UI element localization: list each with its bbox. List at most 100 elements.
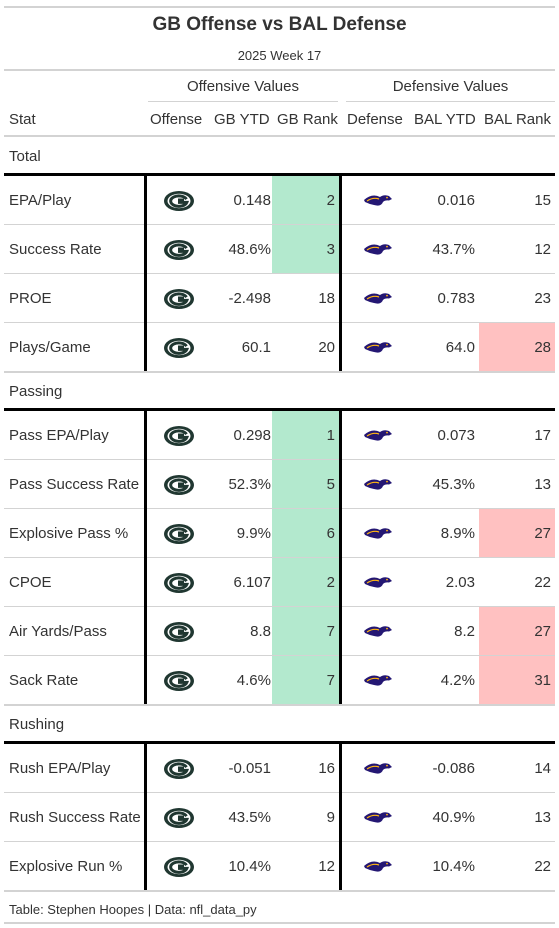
gb-ytd-value: 52.3% [228, 476, 271, 493]
ravens-logo-icon [342, 842, 414, 891]
group-rule [4, 408, 555, 411]
gb-ytd-value: 0.148 [233, 192, 271, 209]
stat-name: Success Rate [9, 241, 102, 258]
bal-rank-value: 13 [534, 809, 551, 826]
group-rule [4, 741, 555, 744]
bottom-rule [4, 922, 555, 924]
gb-rank-value: 7 [272, 607, 341, 656]
gb-ytd-value: 60.1 [241, 339, 271, 356]
bal-ytd-value: 10.4% [432, 858, 475, 875]
table-row: Pass EPA/Play 0.298 1 0.073 17 [4, 411, 555, 460]
gb-rank-value: 12 [318, 858, 335, 875]
stat-name: Air Yards/Pass [9, 623, 107, 640]
gb-ytd-value: 48.6% [228, 241, 271, 258]
ravens-logo-icon [342, 607, 414, 656]
gb-rank-value: 18 [318, 290, 335, 307]
row-rule [4, 322, 555, 323]
bal-rank-value: 27 [479, 607, 555, 656]
row-rule [4, 224, 555, 225]
bal-rank-value: 27 [479, 509, 555, 558]
source-note: Table: Stephen Hoopes | Data: nfl_data_p… [9, 902, 257, 917]
table-title: GB Offense vs BAL Defense [152, 14, 407, 35]
column-header-defense: Defense [347, 111, 403, 128]
defense-divider [339, 176, 342, 371]
gb-rank-value: 16 [318, 760, 335, 777]
column-header-gb-ytd: GB YTD [214, 111, 270, 128]
offense-divider [144, 411, 147, 704]
gb-rank-value: 20 [318, 339, 335, 356]
group-label-total: Total [9, 148, 41, 165]
stat-name: Explosive Run % [9, 858, 123, 875]
row-rule [4, 704, 555, 706]
ravens-logo-icon [342, 411, 414, 460]
column-header-offense: Offense [150, 111, 203, 128]
stat-name: EPA/Play [9, 192, 72, 209]
gb-ytd-value: -0.051 [228, 760, 271, 777]
group-label-rushing: Rushing [9, 716, 65, 733]
table-row: Sack Rate 4.6% 7 4.2% 31 [4, 656, 555, 705]
table-row: Plays/Game 60.1 20 64.0 28 [4, 323, 555, 372]
spanner-offensive-rule [148, 101, 338, 102]
table-row: EPA/Play 0.148 2 0.016 15 [4, 176, 555, 225]
gb-ytd-value: 8.8 [250, 623, 271, 640]
defense-divider [339, 411, 342, 704]
heading-rule [4, 69, 555, 71]
packers-logo-icon [146, 225, 211, 274]
bal-ytd-value: 0.016 [437, 192, 475, 209]
column-header-bal-ytd: BAL YTD [414, 111, 476, 128]
row-rule [4, 557, 555, 558]
gb-rank-value: 2 [272, 558, 341, 607]
ravens-logo-icon [342, 793, 414, 842]
packers-logo-icon [146, 744, 211, 793]
gb-ytd-value: 4.6% [236, 672, 271, 689]
row-rule [4, 792, 555, 793]
gb-ytd-value: 0.298 [233, 427, 271, 444]
table-row: Pass Success Rate 52.3% 5 45.3% 13 [4, 460, 555, 509]
bal-ytd-value: 0.783 [437, 290, 475, 307]
gb-rank-value: 9 [326, 809, 335, 826]
packers-logo-icon [146, 274, 211, 323]
stat-name: PROE [9, 290, 52, 307]
stat-name: Sack Rate [9, 672, 79, 689]
ravens-logo-icon [342, 323, 414, 372]
bal-ytd-value: 2.03 [445, 574, 475, 591]
ravens-logo-icon [342, 274, 414, 323]
offense-divider [144, 744, 147, 890]
packers-logo-icon [146, 558, 211, 607]
table-row: PROE -2.498 18 0.783 23 [4, 274, 555, 323]
stat-name: Pass Success Rate [9, 476, 140, 493]
packers-logo-icon [146, 176, 211, 225]
offense-divider [144, 176, 147, 371]
bal-ytd-value: 45.3% [432, 476, 475, 493]
spanner-defensive-values: Defensive Values [392, 78, 509, 95]
ravens-logo-icon [342, 509, 414, 558]
bal-rank-value: 28 [479, 323, 555, 372]
bal-rank-value: 12 [534, 241, 551, 258]
row-rule [4, 890, 555, 892]
gb-ytd-value: 10.4% [228, 858, 271, 875]
column-header-rule [4, 135, 555, 137]
table-row: Air Yards/Pass 8.8 7 8.2 27 [4, 607, 555, 656]
packers-logo-icon [146, 842, 211, 891]
table-row: Rush EPA/Play -0.051 16 -0.086 14 [4, 744, 555, 793]
table-row: Success Rate 48.6% 3 43.7% 12 [4, 225, 555, 274]
table-row: Explosive Run % 10.4% 12 10.4% 22 [4, 842, 555, 891]
packers-logo-icon [146, 460, 211, 509]
bal-rank-value: 14 [534, 760, 551, 777]
bal-ytd-value: 8.2 [454, 623, 475, 640]
column-header-stat: Stat [9, 111, 36, 128]
spanner-offensive-values: Offensive Values [186, 78, 299, 95]
gb-ytd-value: 43.5% [228, 809, 271, 826]
gb-ytd-value: 9.9% [236, 525, 271, 542]
bal-rank-value: 31 [479, 656, 555, 705]
stat-name: Plays/Game [9, 339, 91, 356]
gb-ytd-value: 6.107 [233, 574, 271, 591]
bal-ytd-value: 40.9% [432, 809, 475, 826]
packers-logo-icon [146, 411, 211, 460]
ravens-logo-icon [342, 176, 414, 225]
stat-name: Pass EPA/Play [9, 427, 109, 444]
bal-rank-value: 22 [534, 574, 551, 591]
gb-rank-value: 6 [272, 509, 341, 558]
bal-ytd-value: 4.2% [440, 672, 475, 689]
ravens-logo-icon [342, 225, 414, 274]
